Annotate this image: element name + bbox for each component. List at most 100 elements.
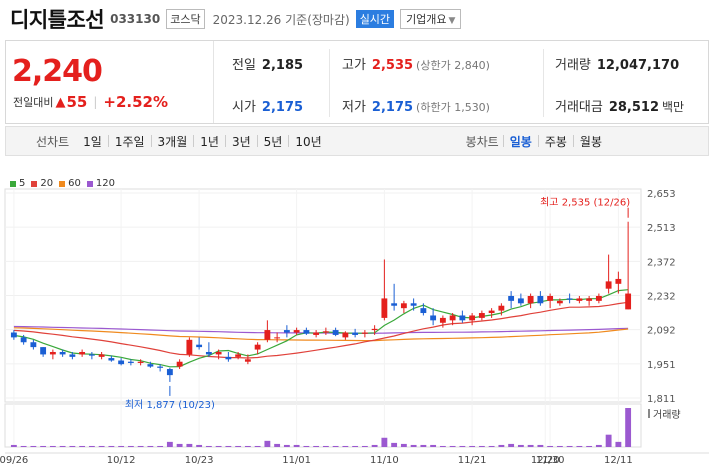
y-tick-label: 2,372 (647, 257, 676, 268)
candle-body (30, 342, 37, 348)
candle-body (566, 298, 573, 300)
candle-body (166, 369, 173, 376)
volume-bar (478, 445, 485, 447)
volume-bar (586, 445, 593, 447)
candle-body (147, 364, 154, 367)
amount-label: 거래대금 (555, 100, 603, 115)
volume-bar (449, 445, 456, 447)
volume-bar (303, 445, 310, 447)
legend-ma20[interactable]: 20 (31, 178, 53, 189)
candle-body (547, 295, 554, 301)
candle-body (88, 354, 95, 356)
period-3m[interactable]: 3개월 (157, 134, 188, 149)
y-tick-label: 2,653 (647, 189, 676, 200)
volume-bar (254, 445, 261, 447)
candle-body (420, 308, 427, 314)
legend-ma5[interactable]: 5 (10, 178, 25, 189)
legend-swatch (10, 180, 16, 187)
y-tick-label: 2,513 (647, 223, 676, 234)
volume-value: 12,047,170 (596, 58, 680, 73)
candle-body (205, 351, 212, 355)
company-info-dropdown[interactable]: 기업개요 ▼ (400, 9, 462, 29)
period-1w[interactable]: 1주일 (114, 134, 145, 149)
x-tick-label: 11/10 (370, 455, 399, 466)
volume-bar (235, 445, 242, 447)
legend-ma60[interactable]: 60 (59, 178, 81, 189)
volume-bar (605, 434, 612, 447)
candle-weekly[interactable]: 주봉 (544, 134, 567, 149)
x-tick-label: 09/26 (0, 455, 28, 466)
x-tick-label: 11/01 (282, 455, 311, 466)
divider (224, 135, 226, 147)
candle-body (59, 351, 66, 355)
volume-bar (205, 445, 212, 447)
volume-bar (469, 445, 476, 447)
volume-bar (127, 445, 134, 447)
volume-bar (371, 444, 378, 447)
candle-body (254, 344, 261, 350)
volume-bar (264, 440, 271, 447)
realtime-button[interactable]: 실시간 (355, 10, 395, 28)
candle-body (595, 295, 602, 301)
volume-bar (508, 443, 515, 447)
volume-bar (527, 444, 534, 447)
candle-body (527, 295, 534, 304)
volume-bar (215, 445, 222, 447)
change-row: 전일대비 ▲ 55 | +2.52% (13, 93, 168, 111)
candle-body (157, 366, 164, 368)
candle-daily[interactable]: 일봉 (509, 134, 532, 149)
candle-body (391, 303, 398, 306)
candle-monthly[interactable]: 월봉 (579, 134, 602, 149)
candle-chart-title: 봉차트 (465, 134, 499, 149)
market-badge: 코스닥 (166, 9, 205, 29)
volume-bar (176, 443, 183, 447)
volume: 거래량 12,047,170 (555, 54, 679, 73)
volume-bar (595, 444, 602, 447)
legend-ma120[interactable]: 120 (86, 178, 115, 189)
stock-code: 033130 (110, 12, 161, 26)
candle-body (586, 298, 593, 301)
volume-legend-label: 거래량 (653, 409, 681, 421)
candle-body (20, 337, 27, 343)
volume-bar (517, 444, 524, 447)
period-10y[interactable]: 10년 (295, 134, 322, 149)
y-tick-label: 1,951 (647, 360, 676, 371)
volume-bar (166, 441, 173, 447)
x-tick-label: 12/20 (531, 455, 560, 466)
x-tick-label: 10/23 (185, 455, 214, 466)
quote-panel: 2,240 전일대비 ▲ 55 | +2.52% 전일 2,185 시가 2,175… (5, 40, 709, 124)
period-1d[interactable]: 1일 (83, 134, 102, 149)
x-tick-label: 10/12 (107, 455, 136, 466)
candle-body (361, 332, 368, 334)
volume-bar (88, 445, 95, 447)
volume-bar (118, 445, 125, 447)
volume-bar (322, 445, 329, 447)
candle-body (196, 344, 203, 348)
candle-body (625, 293, 632, 310)
trade-amount: 거래대금 28,512 백만 (555, 96, 684, 115)
candle-body (313, 332, 320, 335)
candle-body (517, 298, 524, 304)
ma120-line (13, 325, 629, 334)
legend-label: 120 (95, 178, 115, 189)
volume-bar (352, 445, 359, 447)
volume-bar (400, 443, 407, 447)
candle-body (118, 360, 125, 365)
candle-body (10, 332, 17, 338)
period-3y[interactable]: 3년 (231, 134, 251, 149)
legend-label: 5 (19, 178, 26, 189)
volume-bar (498, 444, 505, 447)
volume-legend-marker (648, 409, 650, 418)
candle-body (469, 315, 476, 321)
divider: | (93, 95, 98, 109)
candle-body (430, 315, 437, 321)
volume-bar (225, 445, 232, 447)
period-1y[interactable]: 1년 (200, 134, 219, 149)
period-5y[interactable]: 5년 (263, 134, 283, 149)
open-price: 시가 2,175 (232, 96, 303, 115)
candle-body (303, 330, 310, 334)
period-toolbar: 선차트 1일 1주일 3개월 1년 3년 5년 10년 봉차트 일봉 주봉 월봉 (5, 126, 709, 156)
legend-swatch (59, 180, 66, 187)
volume-bar (69, 445, 76, 447)
open-label: 시가 (232, 100, 256, 115)
